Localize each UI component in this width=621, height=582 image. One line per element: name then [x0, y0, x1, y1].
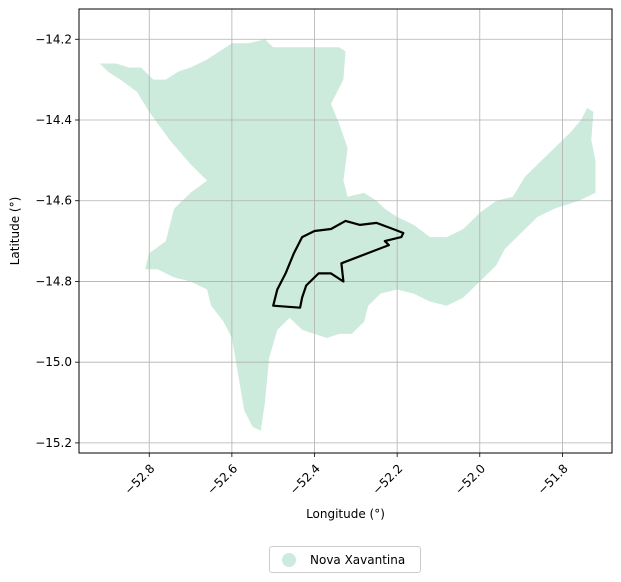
x-tick-label: −52.6: [204, 461, 240, 497]
x-tick-label: −52.4: [287, 461, 323, 497]
y-tick-label: −15.2: [35, 436, 72, 450]
map-plot: −52.8 −52.6 −52.4 −52.2 −52.0 −51.8 −14.2 −14.4…: [8, 8, 613, 521]
x-axis-label: Longitude (°): [306, 507, 385, 521]
y-axis-label: Latitude (°): [8, 197, 22, 266]
x-tick-label: −52.0: [452, 461, 488, 497]
outline-layer: [272, 219, 405, 309]
grid-layer: [79, 9, 612, 453]
legend-label: Nova Xavantina: [310, 552, 406, 567]
legend: Nova Xavantina: [269, 546, 421, 573]
boundary-outline-1: [272, 219, 405, 309]
x-tick-label: −52.2: [370, 461, 406, 497]
region-layer: [99, 39, 596, 431]
y-tick-label: −14.2: [35, 32, 72, 46]
y-tick-label: −14.4: [35, 113, 72, 127]
plot-frame: [78, 8, 613, 454]
x-tick-label: −52.8: [122, 461, 158, 497]
region-nova-xavantina: [99, 39, 596, 431]
y-tick-label: −14.8: [35, 274, 72, 288]
x-tick-label: −51.8: [535, 461, 571, 497]
legend-marker: [282, 552, 296, 567]
y-tick-label: −15.0: [35, 355, 72, 369]
y-tick-label: −14.6: [35, 194, 72, 208]
